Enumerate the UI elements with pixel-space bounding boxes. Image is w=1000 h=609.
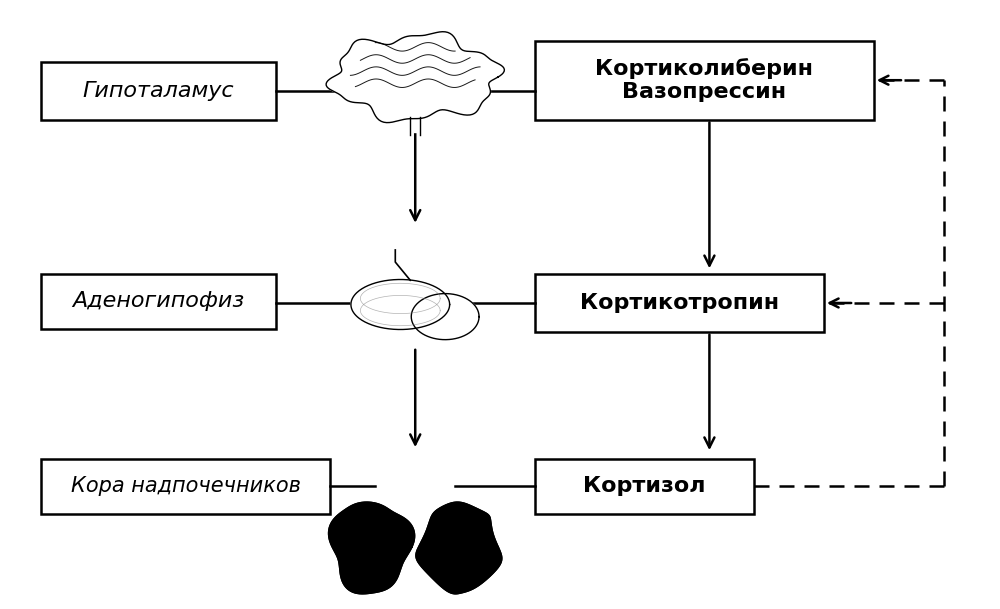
Text: Аденогипофиз: Аденогипофиз bbox=[72, 292, 245, 311]
FancyBboxPatch shape bbox=[41, 62, 276, 119]
Polygon shape bbox=[351, 280, 450, 329]
Polygon shape bbox=[411, 294, 479, 340]
Polygon shape bbox=[326, 32, 504, 122]
Text: Кортиколиберин
Вазопрессин: Кортиколиберин Вазопрессин bbox=[595, 58, 813, 102]
Polygon shape bbox=[329, 502, 415, 594]
FancyBboxPatch shape bbox=[535, 274, 824, 332]
Polygon shape bbox=[416, 502, 502, 594]
Text: Кортикотропин: Кортикотропин bbox=[580, 293, 779, 313]
FancyBboxPatch shape bbox=[41, 274, 276, 329]
FancyBboxPatch shape bbox=[535, 459, 754, 513]
Text: Кора надпочечников: Кора надпочечников bbox=[71, 476, 301, 496]
Text: Кортизол: Кортизол bbox=[583, 476, 706, 496]
Text: Гипоталамус: Гипоталамус bbox=[83, 81, 234, 101]
FancyBboxPatch shape bbox=[535, 41, 874, 119]
FancyBboxPatch shape bbox=[41, 459, 330, 513]
Polygon shape bbox=[410, 116, 420, 132]
